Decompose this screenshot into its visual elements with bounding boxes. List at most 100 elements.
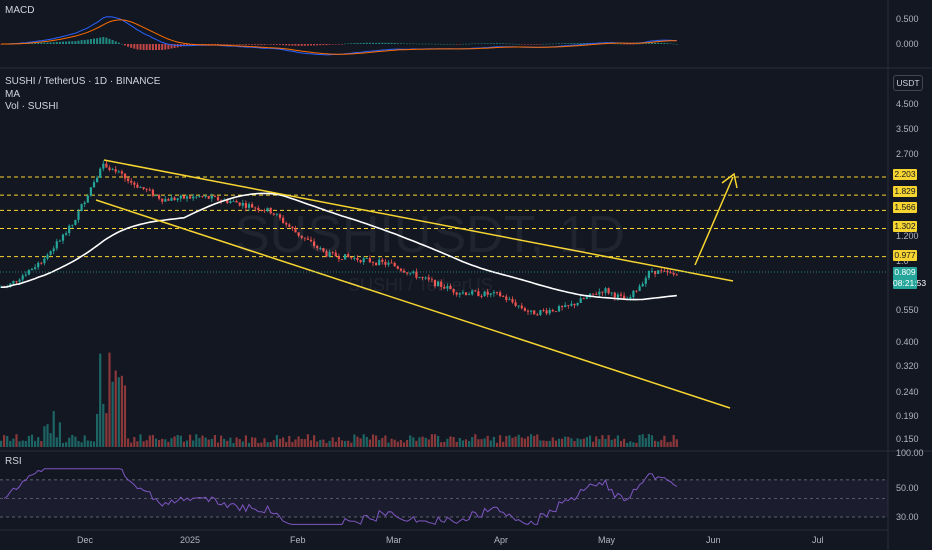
candle-body (27, 270, 30, 275)
candle-body (378, 259, 381, 265)
currency-button[interactable]: USDT (893, 75, 923, 91)
macd-histogram-bar (310, 44, 312, 46)
time-tick: Jun (706, 535, 721, 545)
time-tick: Jul (812, 535, 824, 545)
volume-bar (539, 440, 542, 447)
macd-histogram-bar (210, 44, 213, 45)
macd-histogram-bar (424, 43, 427, 45)
volume-bar (83, 435, 86, 447)
signal-line (1, 19, 677, 55)
volume-bar (328, 440, 331, 447)
volume-bar (542, 440, 545, 447)
volume-bar (58, 422, 61, 447)
macd-histogram-bar (570, 43, 573, 44)
macd-histogram-bar (393, 42, 396, 44)
macd-histogram-bar (499, 43, 502, 44)
candle-body (254, 207, 257, 209)
volume-bar (210, 438, 213, 447)
candle-body (158, 195, 161, 199)
volume-bar (123, 385, 127, 447)
macd-histogram-bar (567, 43, 570, 44)
volume-bar (52, 411, 55, 447)
macd-histogram-bar (672, 43, 675, 45)
volume-bar (635, 442, 638, 447)
symbol-title[interactable]: SUSHI / TetherUS · 1D · BINANCE (5, 76, 161, 87)
volume-bar (43, 426, 46, 447)
macd-histogram-bar (647, 42, 650, 44)
macd-histogram-bar (111, 40, 114, 44)
candle-body (269, 207, 272, 214)
ma-indicator-label[interactable]: MA (5, 89, 20, 100)
price-tick: 0.400 (896, 337, 919, 347)
volume-bar (65, 442, 68, 447)
volume-bar (455, 441, 458, 447)
candle-body (226, 199, 229, 203)
macd-histogram-bar (365, 42, 368, 44)
candle-body (306, 238, 309, 240)
macd-histogram-bar (282, 44, 285, 46)
macd-histogram-bar (319, 44, 322, 46)
volume-bar (229, 437, 232, 447)
macd-histogram-bar (232, 44, 235, 45)
candle-body (170, 197, 173, 201)
volume-bar (325, 442, 328, 447)
macd-histogram-bar (412, 43, 415, 45)
volume-bar (182, 441, 185, 447)
candle-body (483, 291, 486, 297)
candle-body (154, 195, 158, 196)
rsi-title[interactable]: RSI (5, 456, 22, 467)
symbol-watermark: SUSHIUSDT, 1D (235, 206, 626, 264)
time-tick: May (598, 535, 616, 545)
candle-body (585, 296, 588, 299)
candle-body (396, 266, 399, 269)
volume-bar (375, 435, 378, 447)
volume-indicator-label[interactable]: Vol · SUSHI (5, 101, 59, 112)
macd-histogram-bar (381, 42, 384, 44)
candle-body (672, 272, 675, 275)
volume-bar (548, 440, 551, 447)
candle-body (266, 207, 269, 212)
volume-bar (285, 442, 288, 447)
candle-body (145, 188, 148, 190)
volume-bar (421, 436, 424, 447)
candle-body (545, 310, 548, 314)
candle-body (387, 262, 390, 265)
volume-bar (220, 435, 223, 447)
candle-body (288, 224, 291, 227)
macd-histogram-bar (254, 44, 257, 45)
macd-histogram-bar (489, 43, 492, 44)
volume-bar (477, 439, 480, 447)
volume-bar (486, 435, 489, 447)
macd-histogram-bar (300, 44, 303, 46)
volume-bar (266, 442, 269, 447)
volume-bar (359, 438, 362, 447)
candle-body (89, 187, 92, 196)
candle-body (489, 293, 492, 295)
volume-bar (303, 439, 306, 447)
volume-bar (474, 434, 477, 447)
candle-body (573, 303, 576, 306)
volume-bar (275, 434, 278, 447)
macd-histogram-bar (353, 43, 356, 44)
price-tick: 0.550 (896, 305, 919, 315)
volume-bar (226, 440, 229, 447)
volume-bar (523, 438, 526, 447)
macd-title[interactable]: MACD (5, 5, 35, 16)
macd-histogram-bar (102, 37, 105, 44)
macd-histogram-bar (474, 43, 477, 44)
candle-body (34, 267, 37, 269)
macd-histogram-bar (148, 44, 151, 50)
volume-bar (567, 436, 570, 447)
candle-body (331, 252, 334, 253)
candle-body (561, 306, 564, 308)
volume-bar (610, 439, 613, 447)
macd-histogram-bar (344, 43, 347, 45)
volume-bar (291, 442, 294, 447)
candle-body (300, 235, 303, 238)
projection-arrow-line (694, 176, 734, 266)
macd-histogram-bar (285, 44, 288, 46)
volume-bar (526, 436, 530, 447)
candle-body (564, 305, 567, 308)
macd-histogram-bar (58, 41, 61, 44)
volume-bar (582, 438, 585, 447)
